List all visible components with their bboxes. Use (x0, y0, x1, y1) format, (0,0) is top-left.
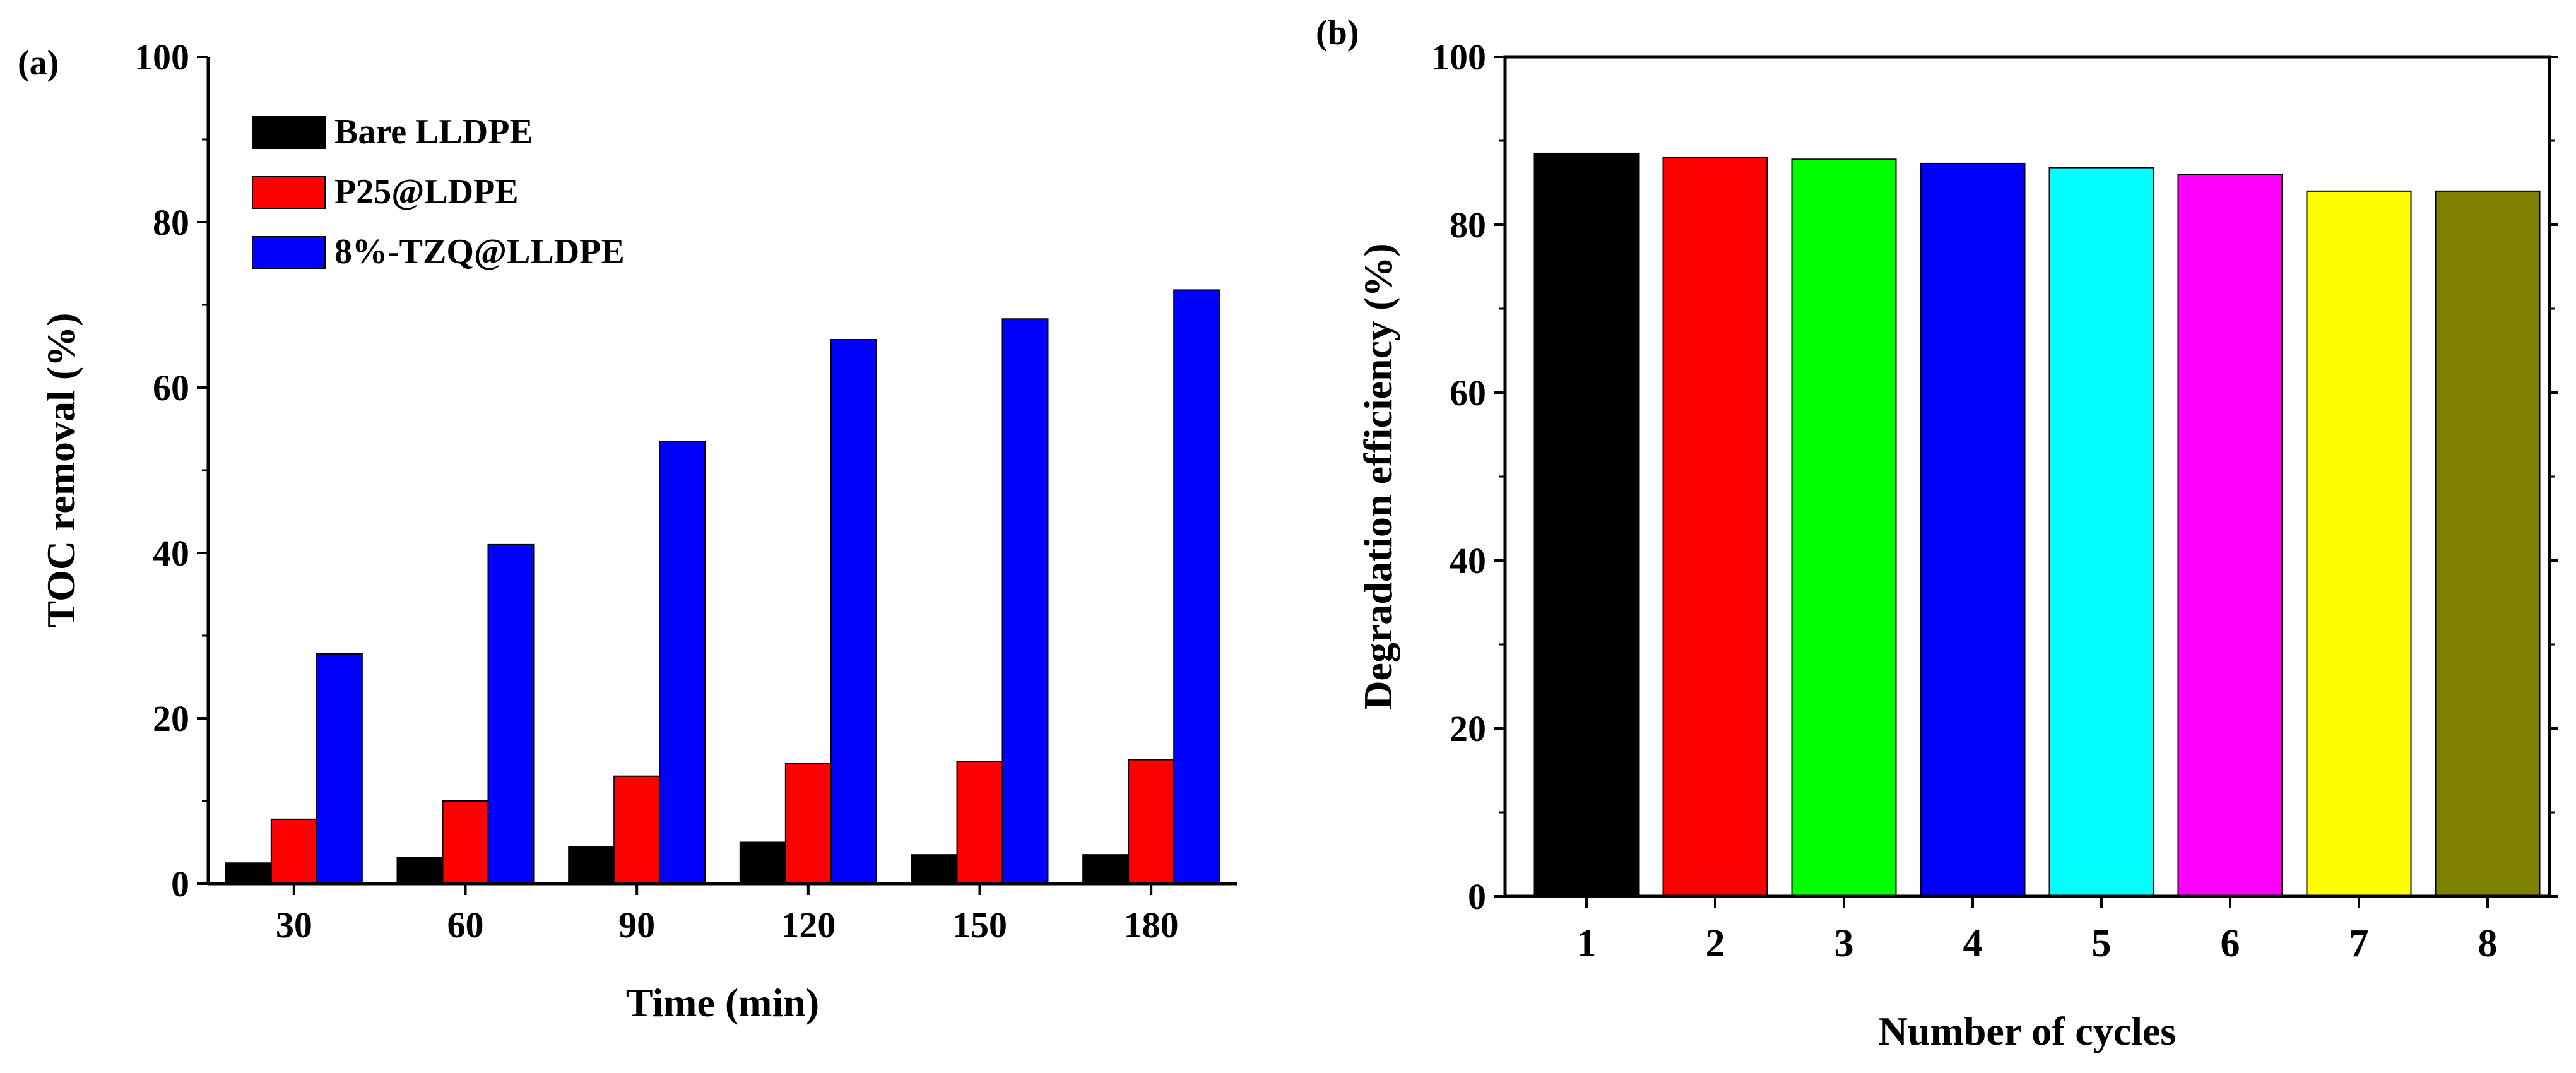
legend-swatch (252, 116, 326, 149)
bar-cycle-3 (1791, 158, 1897, 897)
legend-swatch (252, 236, 326, 269)
x-tick-label: 150 (952, 904, 1007, 946)
bar-p25-ldpe-150 (956, 761, 1003, 884)
bar-cycle-1 (1533, 152, 1640, 898)
legend-label: P25@LDPE (334, 172, 519, 211)
bar-cycle-6 (2177, 174, 2283, 898)
y-tick-label: 80 (153, 202, 189, 243)
bar-cycle-2 (1662, 157, 1768, 898)
panel-b-axes (1494, 55, 2558, 908)
panel-a-tick-labels: 0 20 40 60 80 100 30 60 90 120 150 180 (134, 37, 1179, 946)
panel-a-chart: (a) 0 20 40 60 80 100 30 60 90 120 150 180 Bare LLD… (18, 37, 1237, 1025)
bar-p25-ldpe-180 (1128, 759, 1175, 884)
panel-a-bars (225, 289, 1220, 885)
bar-bare-lldpe-150 (911, 854, 958, 885)
bar-bare-lldpe-60 (396, 857, 444, 884)
legend-label: 8%-TZQ@LLDPE (334, 232, 625, 271)
bar-p25-ldpe-60 (442, 800, 489, 884)
bar-cycle-4 (1920, 162, 2026, 897)
panel-a-x-axis-label: Time (min) (626, 980, 819, 1025)
panel-b-x-axis-label: Number of cycles (1879, 1009, 2177, 1053)
y-tick-label: 20 (153, 698, 189, 739)
y-tick-label: 40 (1450, 540, 1486, 581)
panel-b-y-axis-label: Degradation efficiency (%) (1356, 243, 1400, 709)
x-tick-label: 7 (2349, 922, 2369, 965)
panel-a-label: (a) (18, 44, 59, 83)
panel-b-tick-labels: 0 20 40 60 80 100 1 2 3 4 5 6 7 8 (1431, 37, 2498, 965)
y-tick-label: 20 (1450, 708, 1486, 749)
legend-swatch (252, 176, 326, 209)
y-tick-label: 60 (153, 367, 189, 408)
y-tick-label: 80 (1450, 205, 1486, 246)
bar-bare-lldpe-30 (225, 862, 272, 884)
bar-8-tzq-lldpe-120 (830, 339, 877, 884)
x-tick-label: 90 (618, 904, 655, 946)
bar-8-tzq-lldpe-150 (1001, 318, 1049, 884)
bar-8-tzq-lldpe-90 (659, 441, 706, 884)
panel-b-bars (1533, 152, 2541, 898)
y-tick-label: 0 (1468, 876, 1486, 917)
x-tick-label: 30 (276, 904, 312, 946)
panel-b-label: (b) (1316, 13, 1359, 52)
bar-bare-lldpe-180 (1082, 854, 1130, 885)
bar-p25-ldpe-90 (613, 775, 661, 884)
bar-bare-lldpe-120 (739, 841, 786, 884)
bar-bare-lldpe-90 (568, 846, 615, 885)
bar-cycle-7 (2306, 190, 2412, 897)
y-tick-label: 40 (153, 533, 189, 574)
x-tick-label: 120 (781, 904, 836, 946)
bar-8-tzq-lldpe-180 (1173, 289, 1220, 885)
x-tick-label: 6 (2221, 922, 2240, 965)
x-tick-label: 5 (2092, 922, 2112, 965)
bar-cycle-8 (2435, 190, 2541, 897)
bar-p25-ldpe-30 (270, 818, 317, 884)
bar-8-tzq-lldpe-60 (487, 543, 535, 884)
x-tick-label: 3 (1835, 922, 1854, 965)
bar-8-tzq-lldpe-30 (316, 653, 363, 884)
y-tick-label: 100 (134, 37, 189, 78)
x-tick-label: 2 (1706, 922, 1725, 965)
x-tick-label: 8 (2478, 922, 2498, 965)
panel-a-axes (197, 56, 1237, 895)
y-tick-label: 60 (1450, 372, 1486, 413)
x-tick-label: 180 (1124, 904, 1179, 946)
y-tick-label: 0 (171, 863, 189, 904)
x-tick-label: 60 (447, 904, 484, 946)
bar-p25-ldpe-120 (784, 763, 832, 885)
x-tick-label: 1 (1577, 922, 1597, 965)
y-tick-label: 100 (1431, 37, 1486, 78)
x-tick-label: 4 (1963, 922, 1983, 965)
bar-cycle-5 (2048, 167, 2154, 897)
panel-a-legend: Bare LLDPE P25@LDPE 8%-TZQ@LLDPE (252, 112, 625, 271)
legend-label: Bare LLDPE (334, 112, 533, 151)
panel-b-chart: (b) 0 20 40 60 80 100 1 2 3 4 5 6 7 8 Number of cycle… (1316, 13, 2558, 1053)
panel-a-y-axis-label: TOC removal (%) (38, 313, 83, 628)
